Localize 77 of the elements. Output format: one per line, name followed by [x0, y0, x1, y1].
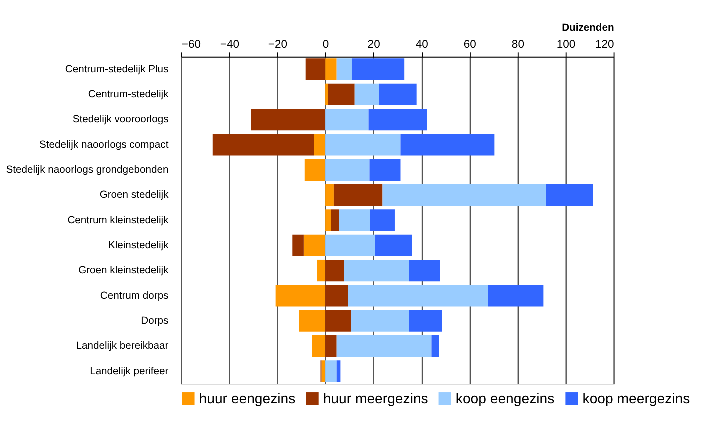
bar [326, 360, 337, 382]
bar [400, 134, 495, 156]
bar [251, 109, 326, 131]
y-tick-label: Landelijk perifeer [90, 366, 170, 378]
bar [326, 234, 376, 256]
bar [370, 210, 395, 232]
bar [326, 184, 334, 206]
y-tick-label: Groen stedelijk [100, 190, 170, 202]
y-tick-label: Stedelijk vooroorlogs [72, 114, 169, 126]
bar [352, 58, 405, 80]
bar [354, 84, 380, 106]
bar [326, 310, 352, 332]
bar [339, 210, 370, 232]
legend-label: koop eengezins [456, 390, 555, 407]
bar [326, 134, 401, 156]
bar [382, 184, 546, 206]
bar [276, 285, 326, 307]
x-tick-label: 100 [556, 38, 576, 51]
bar [409, 310, 442, 332]
bar [432, 335, 440, 358]
x-tick-label: −40 [220, 38, 240, 51]
bar [306, 58, 326, 80]
bar [351, 310, 410, 332]
y-tick-label: Stedelijk naoorlogs grondgebonden [6, 164, 169, 176]
bar [322, 360, 326, 382]
bar [375, 234, 412, 256]
legend-label: huur eengezins [199, 390, 296, 407]
bar [326, 285, 348, 307]
x-axis-title: Duizenden [562, 23, 614, 34]
y-tick-label: Centrum-stedelijk Plus [65, 64, 169, 76]
y-tick-label: Landelijk bereikbaar [76, 341, 170, 352]
bar [370, 159, 401, 181]
x-tick-label: 0 [322, 38, 330, 51]
bar [344, 260, 410, 282]
bar [409, 260, 440, 282]
x-tick-label: 80 [512, 38, 524, 51]
bar [299, 310, 326, 332]
bar [212, 134, 314, 156]
bar [326, 159, 370, 181]
legend-label: koop meergezins [582, 390, 690, 407]
bar [379, 84, 417, 106]
x-tick-label: 120 [595, 38, 614, 51]
bar [326, 260, 344, 282]
x-tick-label: −20 [268, 38, 288, 51]
bar [304, 159, 326, 181]
legend-label: huur meergezins [323, 390, 428, 407]
y-tick-label: Centrum kleinstedelijk [68, 215, 170, 226]
x-tick-label: 60 [464, 38, 476, 51]
bar [317, 260, 326, 282]
y-tick-label: Centrum dorps [100, 290, 169, 302]
bar [326, 84, 328, 106]
bar [348, 285, 488, 307]
bar [326, 58, 337, 80]
bar [326, 210, 332, 232]
y-tick-label: Stedelijk naoorlogs compact [40, 140, 169, 151]
bar [331, 210, 340, 232]
bar [546, 184, 594, 206]
y-tick-label: Kleinstedelijk [108, 240, 170, 252]
bar [326, 335, 337, 358]
bar [368, 109, 428, 131]
bar [336, 360, 341, 382]
bar [488, 285, 544, 307]
bar [336, 58, 352, 80]
bar [328, 84, 355, 106]
bar [292, 234, 304, 256]
x-tick-label: 20 [368, 38, 380, 51]
y-tick-label: Dorps [141, 316, 169, 327]
bar [336, 335, 432, 358]
x-tick-label: 40 [416, 38, 428, 51]
bar [326, 109, 369, 131]
y-tick-label: Groen kleinstedelijk [78, 266, 170, 277]
bar [314, 134, 326, 156]
x-tick-label: −60 [182, 38, 202, 51]
bar [304, 234, 326, 256]
y-tick-label: Centrum-stedelijk [88, 89, 170, 100]
bar [334, 184, 383, 206]
bar [312, 335, 326, 358]
